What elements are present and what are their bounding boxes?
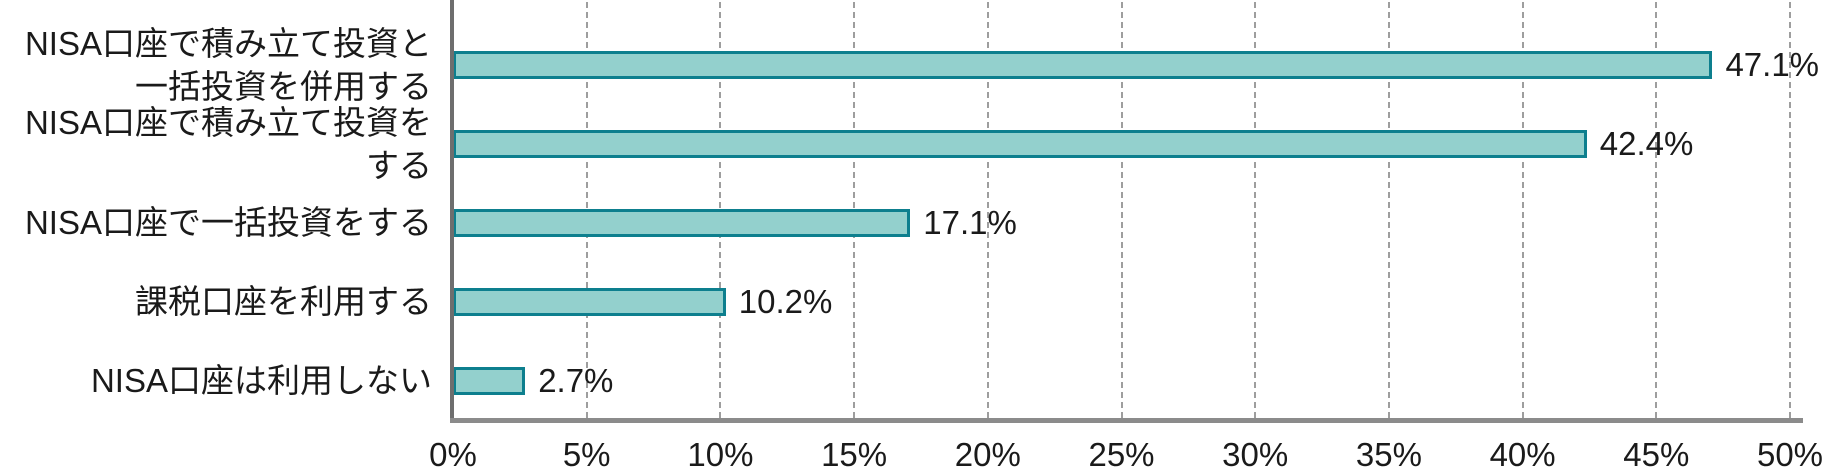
gridline: [1387, 2, 1390, 418]
x-tick-label: 45%: [1623, 436, 1690, 473]
x-tick-label: 35%: [1355, 436, 1422, 473]
x-tick-label: 0%: [429, 436, 477, 473]
x-tick-label: 40%: [1489, 436, 1556, 473]
value-label: 47.1%: [1725, 45, 1820, 83]
value-label: 2.7%: [538, 361, 614, 399]
category-label: NISA口座で一括投資をする: [24, 204, 432, 241]
gridline: [986, 2, 989, 418]
x-tick-label: 25%: [1088, 436, 1155, 473]
value-label: 17.1%: [923, 203, 1017, 241]
x-axis-line: [450, 418, 1803, 423]
bar: [453, 367, 526, 395]
category-label: NISA口座は利用しない: [90, 362, 432, 399]
x-tick-label: 30%: [1222, 436, 1289, 473]
x-tick-label: 50%: [1756, 436, 1824, 473]
bar: [453, 209, 911, 237]
bar: [453, 130, 1587, 158]
gridline: [1521, 2, 1524, 418]
category-label: NISA口座で積み立て投資と 一括投資を併用する: [24, 24, 432, 105]
x-tick-label: 15%: [821, 436, 888, 473]
bar: [453, 288, 726, 316]
gridline: [1789, 2, 1791, 418]
gridline: [1254, 2, 1257, 418]
y-axis-line: [450, 0, 454, 423]
category-label: 課税口座を利用する: [135, 283, 432, 320]
category-label: NISA口座で積み立て投資をする: [24, 103, 432, 184]
bar: [453, 51, 1713, 79]
x-tick-label: 10%: [687, 436, 754, 473]
gridline: [1120, 2, 1123, 418]
x-tick-label: 5%: [562, 436, 611, 473]
value-label: 42.4%: [1599, 124, 1694, 162]
x-tick-label: 20%: [954, 436, 1021, 473]
gridline: [1655, 2, 1658, 418]
value-label: 10.2%: [738, 282, 833, 320]
